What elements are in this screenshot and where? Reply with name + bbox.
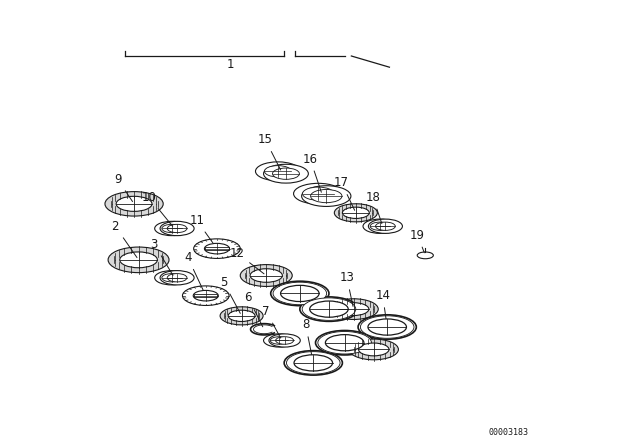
Ellipse shape: [368, 319, 406, 335]
Ellipse shape: [273, 282, 326, 305]
Ellipse shape: [155, 271, 189, 285]
Ellipse shape: [339, 303, 369, 315]
Ellipse shape: [240, 265, 292, 286]
Ellipse shape: [264, 164, 308, 183]
Ellipse shape: [369, 219, 403, 233]
Ellipse shape: [316, 331, 374, 355]
Ellipse shape: [167, 274, 187, 282]
Ellipse shape: [116, 196, 152, 211]
Ellipse shape: [155, 221, 189, 236]
Text: 12: 12: [230, 246, 264, 274]
Text: 4: 4: [184, 251, 205, 293]
Ellipse shape: [360, 316, 414, 338]
Ellipse shape: [160, 271, 194, 285]
Text: 17: 17: [334, 176, 355, 210]
Ellipse shape: [363, 219, 397, 233]
Ellipse shape: [370, 222, 390, 230]
Text: 13: 13: [339, 271, 355, 306]
Text: 9: 9: [114, 172, 132, 202]
Ellipse shape: [255, 162, 300, 181]
Ellipse shape: [280, 285, 319, 302]
Ellipse shape: [220, 307, 263, 325]
Text: 00003183: 00003183: [488, 428, 529, 437]
Text: 11: 11: [189, 214, 215, 246]
Ellipse shape: [329, 299, 378, 319]
Ellipse shape: [358, 315, 417, 339]
Text: 5: 5: [220, 276, 240, 314]
Ellipse shape: [162, 274, 182, 282]
Text: 19: 19: [410, 228, 425, 253]
Ellipse shape: [270, 337, 288, 344]
Ellipse shape: [271, 281, 329, 306]
Ellipse shape: [182, 286, 229, 306]
Ellipse shape: [273, 168, 300, 179]
Ellipse shape: [358, 343, 389, 356]
Ellipse shape: [318, 332, 371, 354]
Ellipse shape: [264, 166, 291, 177]
Text: 3: 3: [150, 237, 173, 276]
Ellipse shape: [162, 224, 182, 233]
Text: 18: 18: [365, 190, 382, 224]
Ellipse shape: [376, 222, 396, 230]
Text: 15: 15: [258, 133, 281, 170]
Ellipse shape: [194, 239, 240, 258]
Ellipse shape: [300, 297, 358, 321]
Ellipse shape: [417, 252, 433, 259]
Ellipse shape: [294, 183, 343, 204]
Ellipse shape: [287, 352, 340, 374]
Text: 14: 14: [375, 289, 390, 324]
Text: 16: 16: [303, 152, 321, 192]
Ellipse shape: [294, 355, 333, 371]
Ellipse shape: [342, 207, 369, 219]
Ellipse shape: [264, 334, 295, 347]
Ellipse shape: [349, 339, 398, 360]
Ellipse shape: [193, 290, 218, 301]
Ellipse shape: [108, 247, 169, 273]
Ellipse shape: [167, 224, 187, 233]
Ellipse shape: [276, 337, 294, 344]
Text: 7: 7: [262, 305, 280, 338]
Text: 8: 8: [302, 318, 313, 360]
Text: 1: 1: [227, 58, 234, 72]
Ellipse shape: [303, 187, 334, 200]
Ellipse shape: [310, 190, 342, 202]
Ellipse shape: [228, 310, 255, 322]
Ellipse shape: [204, 243, 230, 254]
Ellipse shape: [284, 351, 342, 375]
Ellipse shape: [105, 192, 163, 216]
Ellipse shape: [310, 301, 348, 317]
Ellipse shape: [250, 269, 282, 282]
Text: 6: 6: [244, 291, 263, 327]
Ellipse shape: [334, 204, 378, 222]
Ellipse shape: [325, 335, 364, 351]
Text: 10: 10: [141, 190, 173, 226]
Ellipse shape: [302, 298, 356, 320]
Ellipse shape: [301, 186, 351, 207]
Ellipse shape: [160, 221, 194, 236]
Ellipse shape: [269, 334, 300, 347]
Ellipse shape: [120, 252, 157, 268]
Text: 2: 2: [111, 220, 137, 258]
